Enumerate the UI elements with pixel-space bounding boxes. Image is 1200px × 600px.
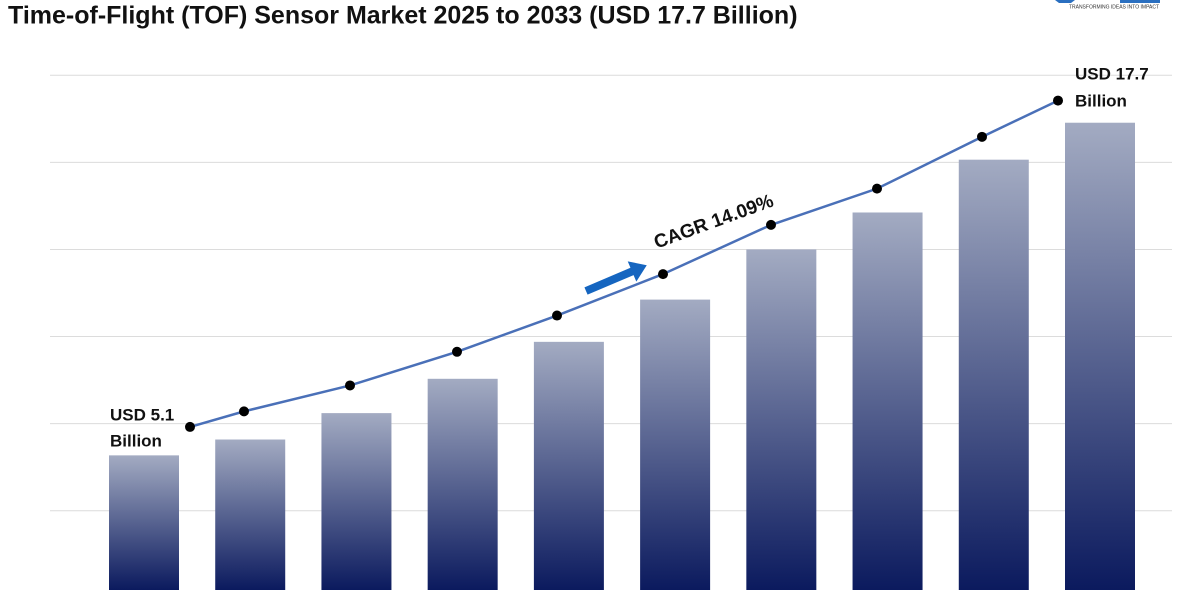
trend-point	[185, 421, 195, 432]
bar	[640, 299, 711, 590]
trend-point	[552, 310, 562, 321]
bar	[109, 455, 179, 590]
bar	[958, 159, 1029, 590]
trend-line	[189, 99, 1059, 429]
bar	[321, 413, 392, 590]
trend-point	[977, 131, 987, 142]
bar	[1065, 122, 1135, 590]
trend-point	[345, 380, 355, 391]
bar	[852, 212, 923, 591]
trend-point	[452, 346, 462, 357]
start-label: Billion	[110, 431, 162, 450]
start-label: USD 5.1	[110, 405, 174, 424]
end-label: USD 17.7	[1075, 64, 1149, 83]
chart-title: Time-of-Flight (TOF) Sensor Market 2025 …	[8, 2, 798, 30]
trend-point	[1053, 95, 1063, 106]
cagr-label: CAGR 14.09%	[651, 191, 776, 254]
end-label: Billion	[1075, 91, 1127, 110]
trend-point	[658, 269, 668, 280]
logo-fragment	[1055, 0, 1160, 3]
bar	[746, 249, 817, 590]
trend-point	[872, 183, 882, 194]
arrow	[584, 261, 647, 295]
cagr-arrow	[584, 261, 647, 295]
trend-point	[239, 406, 249, 417]
bar	[215, 439, 286, 590]
trend-point	[766, 219, 776, 230]
bar	[427, 378, 498, 590]
bar	[533, 341, 604, 590]
logo-tagline: TRANSFORMING IDEAS INTO IMPACT	[1069, 4, 1159, 10]
